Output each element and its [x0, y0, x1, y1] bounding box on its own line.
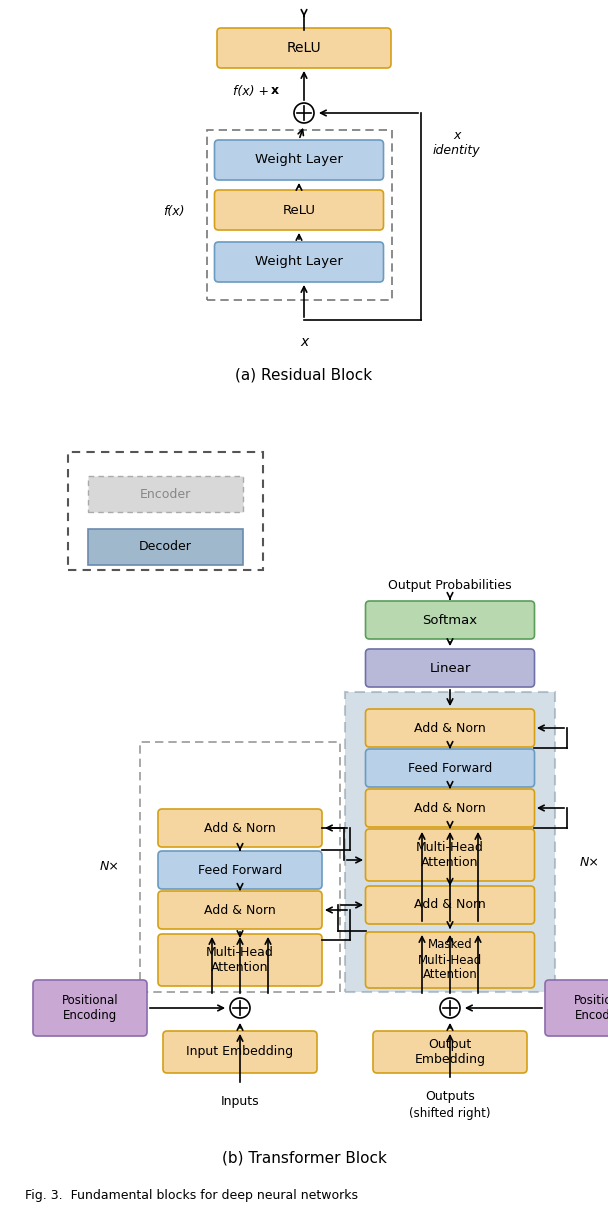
FancyBboxPatch shape [365, 749, 534, 787]
Text: N×: N× [100, 860, 120, 873]
Text: Encoder: Encoder [139, 487, 191, 501]
FancyBboxPatch shape [163, 1030, 317, 1073]
FancyBboxPatch shape [158, 809, 322, 847]
FancyBboxPatch shape [158, 892, 322, 929]
Text: f(x): f(x) [164, 205, 185, 218]
Text: Multi-Head
Attention: Multi-Head Attention [206, 946, 274, 974]
FancyBboxPatch shape [158, 851, 322, 889]
Text: Output
Embedding: Output Embedding [415, 1038, 486, 1066]
Text: Add & Norn: Add & Norn [414, 801, 486, 815]
FancyBboxPatch shape [215, 242, 384, 283]
FancyBboxPatch shape [545, 980, 608, 1037]
Text: ReLU: ReLU [283, 203, 316, 217]
Text: Weight Layer: Weight Layer [255, 256, 343, 268]
Bar [67, 452, 263, 570]
Text: Multi-Head
Attention: Multi-Head Attention [416, 840, 484, 868]
Text: Input Embedding: Input Embedding [187, 1045, 294, 1058]
FancyBboxPatch shape [365, 649, 534, 687]
Bar [140, 742, 340, 991]
FancyBboxPatch shape [217, 28, 391, 68]
Text: N×: N× [580, 855, 600, 868]
Text: Masked
Multi-Head
Attention: Masked Multi-Head Attention [418, 939, 482, 982]
Text: Add & Norn: Add & Norn [414, 899, 486, 911]
Text: Softmax: Softmax [423, 614, 477, 626]
Bar [88, 476, 243, 512]
Text: Add & Norn: Add & Norn [204, 821, 276, 834]
Text: (b) Transformer Block: (b) Transformer Block [221, 1151, 387, 1166]
FancyBboxPatch shape [365, 829, 534, 881]
Text: Feed Forward: Feed Forward [198, 864, 282, 877]
Text: x: x [300, 335, 308, 350]
FancyBboxPatch shape [215, 190, 384, 230]
Text: Output Probabilities: Output Probabilities [388, 580, 512, 592]
Text: Weight Layer: Weight Layer [255, 153, 343, 167]
Text: Positional
Encoding: Positional Encoding [574, 994, 608, 1022]
Text: Feed Forward: Feed Forward [408, 761, 492, 775]
Text: Positional
Encoding: Positional Encoding [61, 994, 119, 1022]
FancyBboxPatch shape [215, 140, 384, 180]
FancyBboxPatch shape [365, 789, 534, 827]
Bar [88, 529, 243, 565]
Text: (shifted right): (shifted right) [409, 1107, 491, 1121]
Text: x
identity: x identity [433, 129, 481, 157]
FancyBboxPatch shape [365, 600, 534, 639]
FancyBboxPatch shape [365, 932, 534, 988]
FancyBboxPatch shape [365, 885, 534, 924]
Bar [207, 130, 392, 300]
Text: ReLU: ReLU [287, 41, 321, 55]
Text: x: x [271, 84, 279, 97]
FancyBboxPatch shape [158, 934, 322, 987]
FancyBboxPatch shape [373, 1030, 527, 1073]
Text: Add & Norn: Add & Norn [414, 721, 486, 734]
Text: f(x) +: f(x) + [233, 84, 269, 97]
Text: Outputs: Outputs [425, 1090, 475, 1104]
Text: Linear: Linear [429, 661, 471, 675]
Text: (a) Residual Block: (a) Residual Block [235, 368, 373, 382]
FancyBboxPatch shape [365, 709, 534, 747]
Text: Decoder: Decoder [139, 541, 192, 553]
Text: Inputs: Inputs [221, 1095, 260, 1108]
FancyBboxPatch shape [33, 980, 147, 1037]
Text: Add & Norn: Add & Norn [204, 904, 276, 916]
Bar [345, 692, 555, 991]
Text: Fig. 3.  Fundamental blocks for deep neural networks: Fig. 3. Fundamental blocks for deep neur… [25, 1189, 358, 1201]
